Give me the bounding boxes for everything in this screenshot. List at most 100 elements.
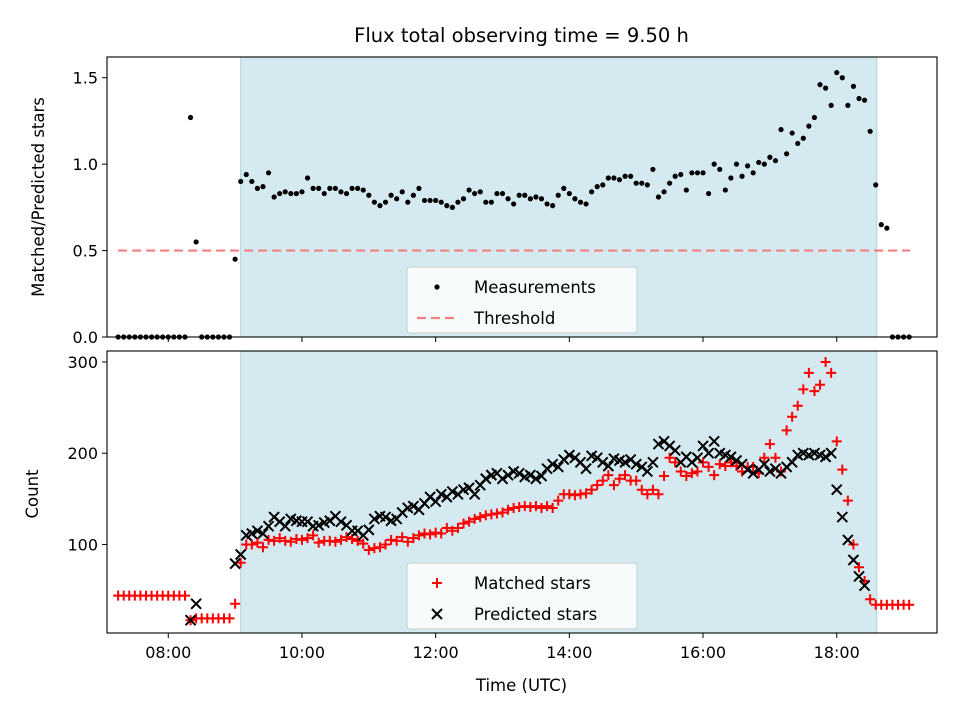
measurement-point: [622, 173, 628, 179]
measurement-point: [427, 197, 433, 204]
matched-stars-point: [391, 535, 402, 546]
legend-entry-label: Measurements: [474, 278, 596, 297]
measurement-point: [355, 185, 361, 191]
bottom-y-tick-label: 300: [67, 353, 98, 372]
measurement-point: [628, 173, 634, 179]
matched-stars-point: [659, 471, 670, 482]
x-tick-label: 14:00: [546, 643, 592, 662]
matched-stars-point: [703, 461, 714, 472]
matched-stars-point: [681, 471, 692, 482]
predicted-stars-point: [480, 473, 492, 485]
predicted-stars-point: [446, 485, 459, 498]
matched-stars-point: [408, 533, 419, 544]
matched-stars-point: [714, 459, 725, 470]
measurement-point: [232, 256, 238, 262]
matched-stars-point: [252, 537, 263, 548]
measurement-point: [689, 170, 695, 176]
matched-stars-point: [296, 534, 307, 545]
matched-stars-point: [820, 356, 831, 367]
measurement-point: [878, 222, 884, 228]
predicted-stars-point: [764, 465, 776, 478]
measurement-point: [672, 173, 678, 179]
matched-stars-point: [358, 538, 369, 549]
matched-stars-point: [257, 542, 268, 553]
matched-stars-point: [347, 534, 358, 544]
bottom-series-predicted-stars: [184, 435, 871, 626]
measurement-point: [338, 189, 344, 195]
predicted-stars-point: [407, 500, 420, 512]
measurement-point: [616, 177, 623, 183]
predicted-stars-point: [368, 513, 381, 525]
matched-stars-point: [842, 495, 853, 506]
measurement-point: [522, 192, 528, 198]
matched-stars-point: [642, 489, 653, 500]
predicted-stars-point: [697, 440, 709, 452]
predicted-stars-point: [725, 451, 737, 463]
matched-stars-point: [781, 425, 792, 436]
measurement-point: [243, 171, 249, 178]
matched-stars-point: [815, 379, 826, 390]
matched-stars-point: [764, 439, 775, 450]
measurement-point: [817, 82, 823, 88]
matched-stars-point: [603, 470, 614, 481]
measurement-point: [795, 140, 801, 147]
top-y-tick-label: 1.5: [73, 69, 98, 88]
measurement-point: [884, 225, 890, 231]
matched-stars-point: [536, 502, 547, 513]
bottom-axes-frame: [106, 350, 938, 634]
matched-stars-point: [631, 475, 642, 486]
predicted-stars-point: [853, 570, 865, 583]
measurement-point: [193, 239, 199, 245]
measurement-point: [594, 184, 600, 190]
x-axis-label: Time (UTC): [475, 676, 567, 695]
predicted-stars-point: [831, 484, 843, 496]
predicted-stars-point: [546, 458, 559, 470]
matched-stars-point: [413, 530, 424, 541]
legend-predicted-marker: [431, 608, 443, 620]
predicted-stars-point: [184, 614, 197, 626]
measurement-point: [238, 178, 244, 185]
predicted-stars-point: [524, 469, 537, 481]
matched-stars-point: [787, 411, 798, 422]
measurement-point: [850, 83, 857, 89]
measurement-point: [299, 189, 305, 195]
legend-measurements-marker: [434, 284, 440, 290]
measurement-point: [644, 182, 650, 188]
matched-stars-point: [826, 367, 837, 378]
measurement-point: [561, 185, 567, 191]
measurement-point: [304, 175, 311, 181]
predicted-stars-point: [496, 473, 509, 485]
measurement-point: [332, 185, 338, 191]
matched-stars-point: [547, 502, 558, 513]
predicted-stars-point: [279, 520, 291, 532]
matched-stars-point: [692, 466, 703, 477]
measurement-point: [444, 203, 450, 209]
measurement-point: [655, 194, 662, 200]
matched-stars-point: [246, 539, 257, 550]
measurement-point: [399, 189, 405, 195]
predicted-stars-point: [602, 460, 615, 472]
predicted-stars-point: [669, 444, 681, 457]
matched-stars-point: [402, 536, 413, 547]
top-axes-frame: [106, 56, 938, 338]
matched-stars-point: [302, 533, 313, 544]
measurement-point: [472, 190, 478, 197]
measurement-point: [611, 175, 617, 181]
matched-stars-point: [352, 535, 363, 546]
measurement-point: [277, 190, 283, 197]
measurement-point: [249, 178, 255, 185]
matched-stars-point: [447, 525, 458, 536]
predicted-stars-point: [552, 461, 564, 473]
measurement-point: [310, 185, 316, 191]
measurement-point: [839, 75, 845, 81]
predicted-stars-point: [257, 527, 269, 540]
predicted-stars-point: [597, 456, 609, 469]
measurement-point: [360, 187, 366, 193]
top-legend: Measurements Threshold: [406, 266, 638, 334]
predicted-stars-point: [429, 495, 442, 508]
top-chart-title: Flux total observing time = 9.50 h: [354, 24, 689, 47]
measurement-point: [861, 97, 868, 103]
measurement-point: [555, 192, 561, 198]
matched-stars-point: [441, 523, 452, 534]
